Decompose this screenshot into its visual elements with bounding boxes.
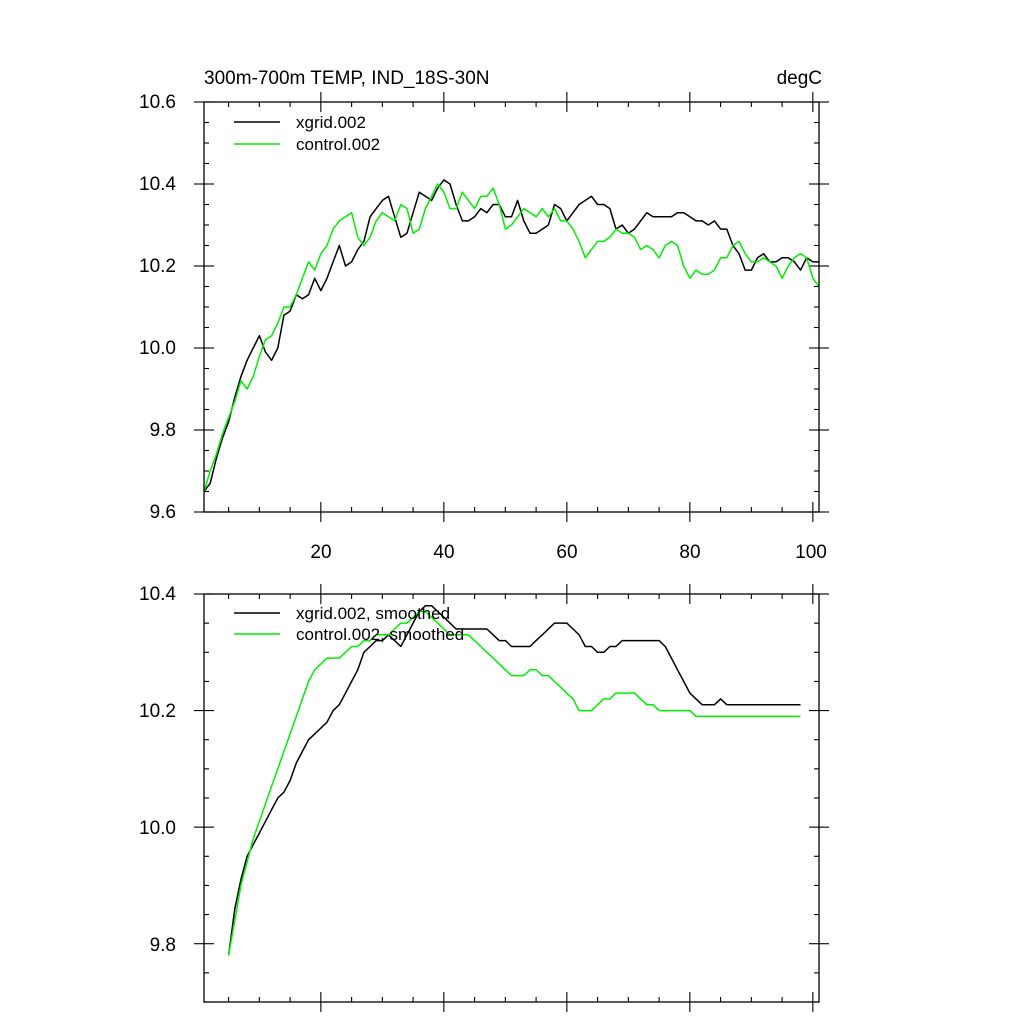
y-tick-label: 9.6 [150, 502, 176, 523]
bottom-series [227, 604, 801, 956]
legend-label-control: control.002 [296, 135, 380, 154]
bottom-legend: xgrid.002, smoothed control.002, smoothe… [234, 604, 464, 644]
bottom-plot-frame [203, 593, 820, 1003]
y-tick-label: 10.4 [139, 174, 176, 195]
y-tick-label: 10.2 [139, 256, 176, 277]
top-x-tick-labels: 20 40 60 80 100 [310, 542, 826, 563]
y-tick-label: 9.8 [150, 420, 176, 441]
legend-label-xgrid: xgrid.002 [296, 113, 366, 132]
x-tick-label: 60 [556, 542, 577, 563]
top-plot-frame [203, 101, 820, 513]
top-y-tick-labels: 9.6 9.8 10.0 10.2 10.4 10.6 [139, 92, 176, 523]
x-tick-label: 80 [679, 542, 700, 563]
top-ticks [194, 92, 829, 522]
panel-top: 300m-700m TEMP, IND_18S-30N degC 9.6 9.8… [139, 68, 829, 563]
top-series-line-control-002 [203, 183, 820, 492]
bottom-y-tick-labels: 9.8 10.0 10.2 10.4 [139, 584, 176, 956]
y-tick-label: 10.6 [139, 92, 176, 113]
top-legend: xgrid.002 control.002 [234, 113, 380, 154]
bottom-series-line-control-002-smoothed [227, 610, 801, 956]
panel-bottom: 9.8 10.0 10.2 10.4 xgrid.002, smoothed c… [139, 584, 829, 1012]
y-tick-label: 10.4 [139, 584, 176, 605]
y-tick-label: 10.0 [139, 818, 176, 839]
x-tick-label: 40 [433, 542, 454, 563]
top-series [203, 179, 820, 492]
legend-label-xgrid-smoothed: xgrid.002, smoothed [296, 604, 450, 623]
top-series-line-xgrid-002 [203, 179, 819, 492]
y-tick-label: 10.2 [139, 701, 176, 722]
y-tick-label: 10.0 [139, 338, 176, 359]
chart-title: 300m-700m TEMP, IND_18S-30N [204, 68, 489, 89]
bottom-series-line-xgrid-002-smoothed [227, 604, 801, 956]
y-tick-label: 9.8 [150, 935, 176, 956]
units-label: degC [777, 68, 822, 89]
x-tick-label: 100 [795, 542, 827, 563]
legend-label-control-smoothed: control.002, smoothed [296, 625, 464, 644]
bottom-ticks [194, 584, 829, 1012]
x-tick-label: 20 [310, 542, 331, 563]
